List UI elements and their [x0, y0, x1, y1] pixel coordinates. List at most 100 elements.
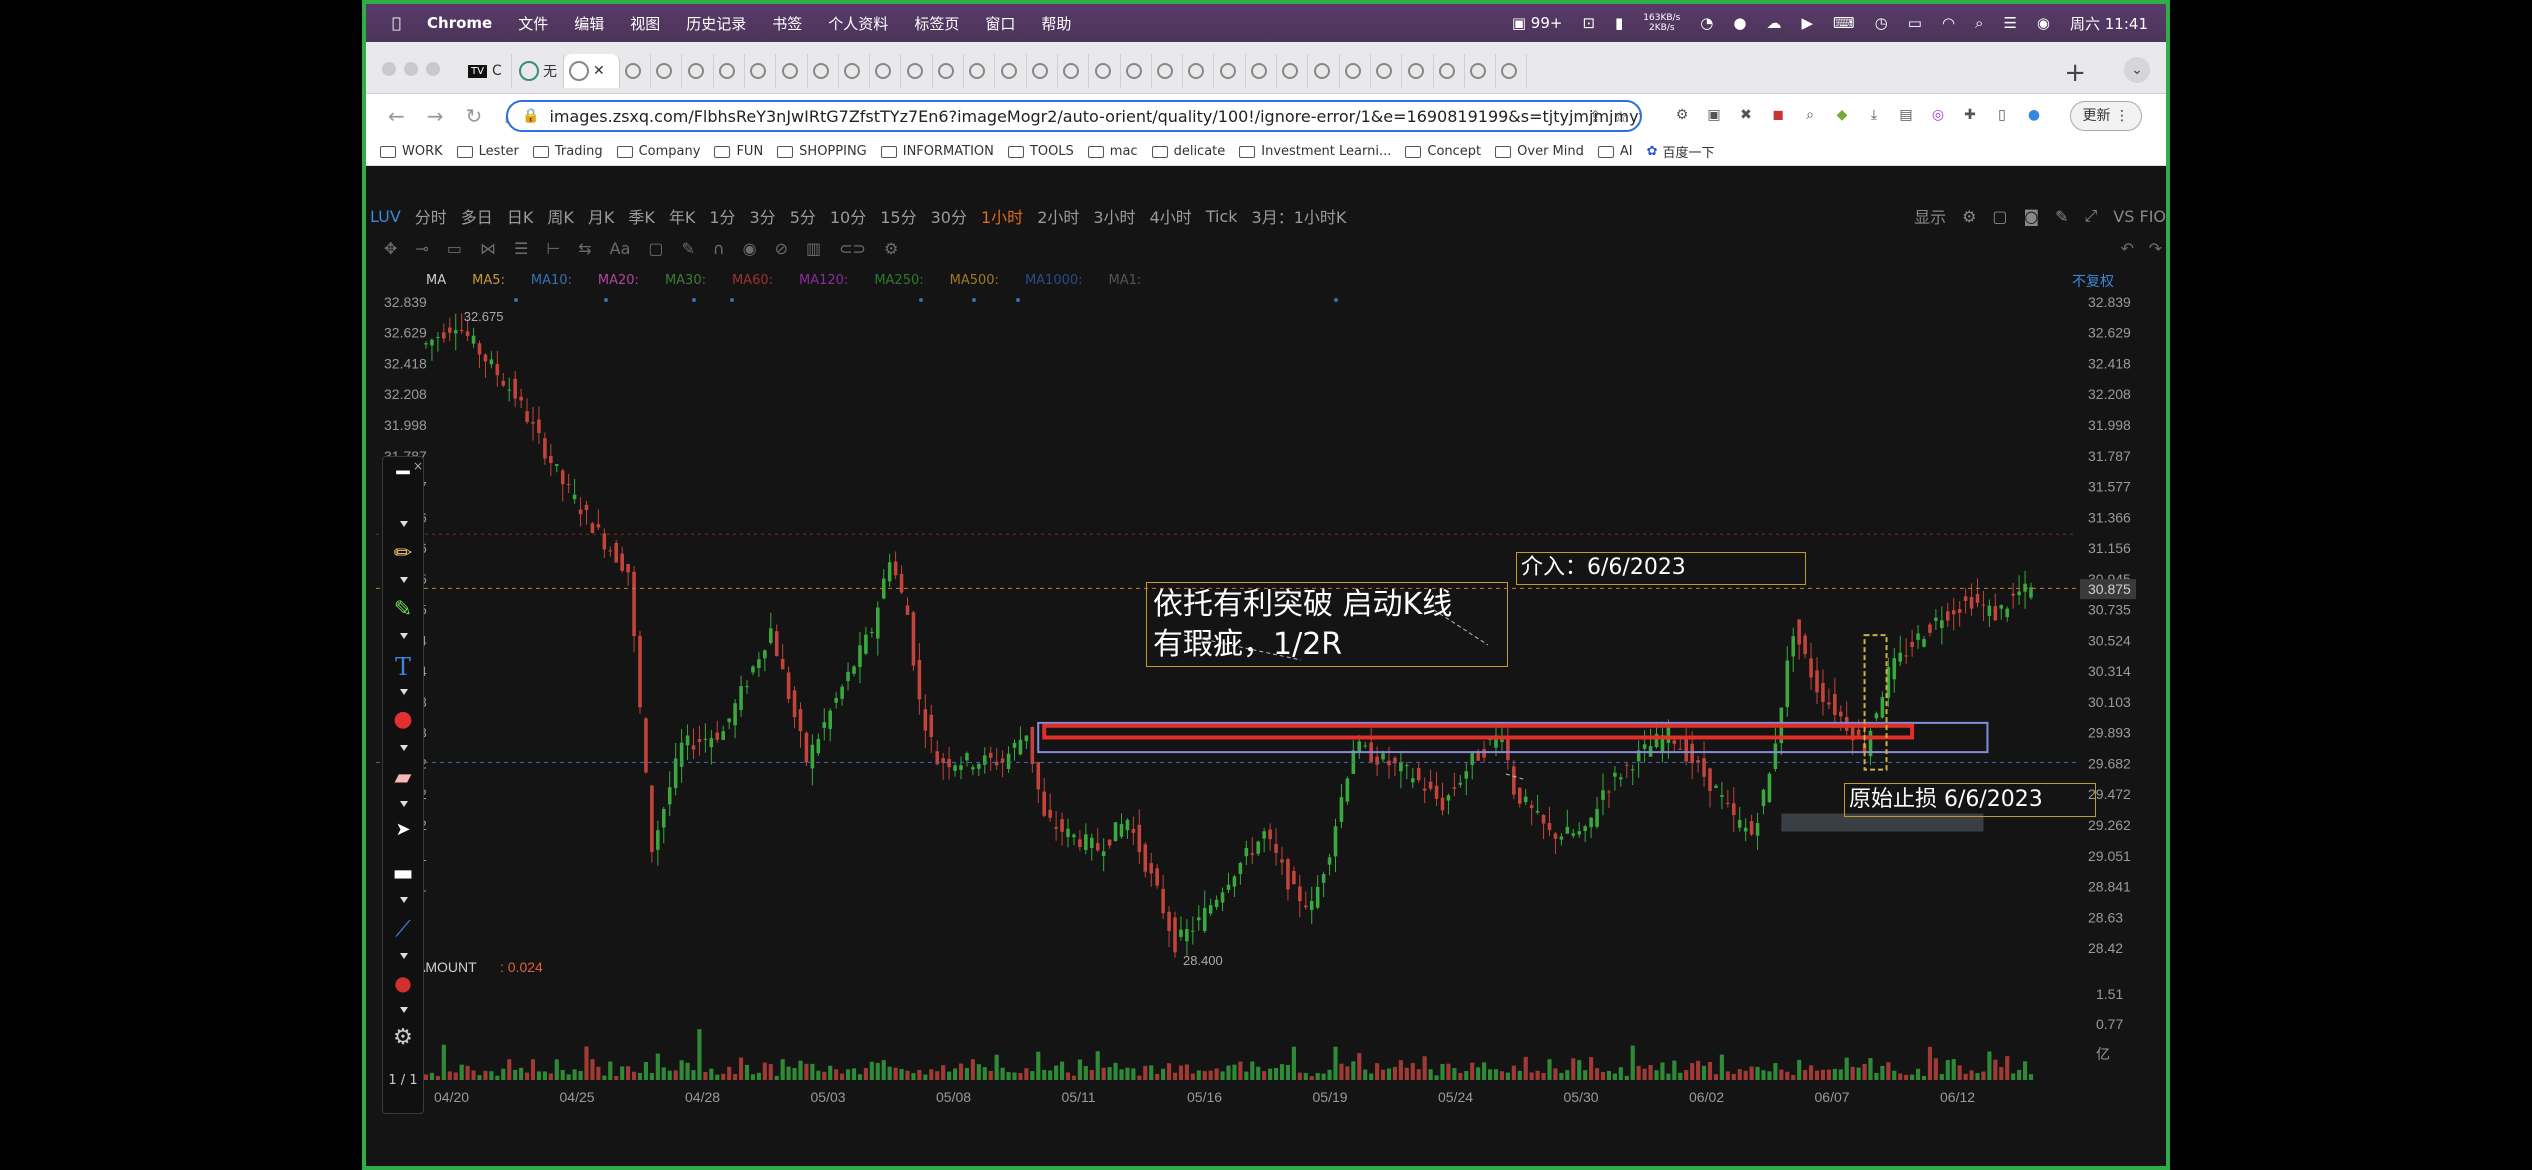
extension-x-icon[interactable]: ✖: [1740, 107, 1752, 123]
display-dropdown[interactable]: 显示: [1914, 208, 1947, 227]
time-machine-icon[interactable]: ◷: [1874, 14, 1888, 32]
tab[interactable]: [1277, 54, 1309, 88]
tab-pinned[interactable]: TV C: [462, 54, 512, 88]
share-icon[interactable]: ⇪: [1588, 106, 1602, 126]
period-tab[interactable]: 15分: [880, 208, 917, 227]
ma-legend-item[interactable]: MA250:: [874, 272, 924, 288]
menu-app-name[interactable]: Chrome: [418, 14, 492, 32]
channel-tool-icon[interactable]: ☰: [513, 238, 529, 258]
address-bar[interactable]: 🔒 images.zsxq.com/FlbhsReY3nJwIRtG7ZfstT…: [506, 100, 1642, 132]
bookmark-item[interactable]: Lester: [456, 144, 519, 159]
symbol-label[interactable]: LUV: [370, 206, 401, 226]
ma-legend-item[interactable]: MA: [426, 272, 447, 288]
menu-help[interactable]: 帮助: [1032, 14, 1071, 33]
tab[interactable]: [620, 54, 651, 88]
tab-close-icon[interactable]: ✕: [593, 63, 605, 79]
bookmark-item[interactable]: delicate: [1151, 144, 1225, 159]
new-tab-button[interactable]: +: [2064, 58, 2086, 88]
compare-label[interactable]: VS FIO: [2113, 206, 2166, 226]
ma-legend-item[interactable]: MA500:: [949, 272, 999, 288]
window-close-button[interactable]: [382, 62, 396, 76]
window-zoom-button[interactable]: [426, 62, 440, 76]
profile-avatar[interactable]: ●: [2027, 107, 2041, 123]
keyboard-icon[interactable]: ⌨: [1833, 14, 1855, 32]
tab[interactable]: [1183, 54, 1215, 88]
tab[interactable]: [839, 54, 871, 88]
tab[interactable]: [1403, 54, 1434, 88]
arrow-tool-icon[interactable]: ⇆: [578, 238, 592, 258]
extension-search-icon[interactable]: ⌕: [1806, 107, 1814, 123]
tab[interactable]: [1371, 54, 1403, 88]
period-tab[interactable]: 3小时: [1093, 208, 1136, 227]
annotation-entry[interactable]: 介入：6/6/2023: [1516, 552, 1806, 585]
bookmark-item[interactable]: TOOLS: [1007, 144, 1074, 159]
palette-close-icon[interactable]: ×: [413, 459, 424, 473]
period-tab[interactable]: 季K: [628, 208, 655, 227]
tab[interactable]: [714, 54, 745, 88]
tab[interactable]: [1246, 54, 1277, 88]
screen-record-icon[interactable]: ⊡: [1582, 14, 1596, 32]
annotation-breakout[interactable]: 依托有利突破 启动K线 有瑕疵，1/2R: [1146, 582, 1508, 667]
window-minimize-button[interactable]: [404, 62, 418, 76]
spotlight-icon[interactable]: ⌕: [1975, 14, 1984, 32]
wechat-icon[interactable]: ☁: [1766, 14, 1782, 32]
shapes-icon[interactable]: ●: [393, 707, 413, 732]
reload-icon[interactable]: ↻: [465, 104, 483, 128]
tab[interactable]: [683, 54, 714, 88]
fib-tool-icon[interactable]: ⋈: [479, 238, 496, 258]
layout-icon[interactable]: ▢: [1992, 206, 2008, 226]
battery-icon[interactable]: ▭: [1907, 14, 1922, 32]
trash-icon[interactable]: ▥: [806, 238, 822, 258]
comment-tool-icon[interactable]: ▢: [648, 238, 664, 258]
menu-profile[interactable]: 个人资料: [819, 14, 888, 33]
draw-icon[interactable]: ✎: [2055, 206, 2069, 226]
period-tab[interactable]: 周K: [547, 208, 574, 227]
update-button[interactable]: 更新 ⋮: [2069, 101, 2142, 131]
menu-view[interactable]: 视图: [621, 14, 660, 33]
bookmark-item[interactable]: WORK: [380, 144, 443, 159]
bookmark-item[interactable]: Trading: [532, 144, 603, 159]
bookmark-item[interactable]: FUN: [714, 144, 763, 159]
tab[interactable]: [870, 54, 902, 88]
apple-icon[interactable]: : [392, 14, 401, 32]
extension-square-icon[interactable]: ◼: [1772, 107, 1784, 123]
bookmark-item[interactable]: INFORMATION: [880, 144, 994, 159]
period-tab[interactable]: 日K: [506, 208, 534, 227]
pencil-icon[interactable]: ✏: [393, 541, 413, 566]
period-tab[interactable]: 分时: [414, 208, 447, 227]
tab[interactable]: [1496, 54, 1528, 88]
ma-legend-item[interactable]: MA1:: [1108, 272, 1142, 288]
wifi-icon[interactable]: ◠: [1941, 14, 1956, 32]
tab[interactable]: [1309, 54, 1340, 88]
settings-icon[interactable]: ⚙: [883, 238, 899, 258]
tab[interactable]: [902, 54, 933, 88]
menu-bookmarks[interactable]: 书签: [763, 14, 802, 33]
link-icon[interactable]: ⊂⊃: [839, 238, 866, 258]
pen-tool-icon[interactable]: ✎: [681, 238, 695, 258]
tab-search-icon[interactable]: ⌄: [2124, 57, 2150, 83]
undo-icon[interactable]: ↶: [2120, 238, 2134, 258]
period-tab[interactable]: 年K: [668, 208, 696, 227]
notification-badge[interactable]: ▣ 99+: [1511, 14, 1563, 32]
gauge-icon[interactable]: ◔: [1700, 14, 1714, 32]
move-icon[interactable]: ✥: [384, 238, 398, 258]
text-icon[interactable]: T: [394, 653, 411, 681]
bookmark-item[interactable]: SHOPPING: [777, 144, 867, 159]
lock-icon[interactable]: ▮: [1615, 14, 1624, 32]
price-chart[interactable]: 32.839 32.839 32.629 32.629 32.418 32.418 32.2…: [376, 290, 2136, 1150]
back-icon[interactable]: ←: [388, 104, 405, 128]
period-tab[interactable]: 1分: [709, 208, 736, 227]
site-info-icon[interactable]: 🔒: [522, 108, 540, 124]
tab[interactable]: [1340, 54, 1371, 88]
marker-icon[interactable]: ✎: [393, 597, 413, 622]
siri-icon[interactable]: ◉: [2036, 14, 2050, 32]
color-swatch-icon[interactable]: ●: [394, 971, 412, 995]
adjust-label[interactable]: 不复权: [2072, 274, 2114, 290]
redo-icon[interactable]: ↷: [2148, 238, 2162, 258]
tab[interactable]: [1465, 54, 1497, 88]
palette-settings-icon[interactable]: ⚙: [393, 1025, 413, 1050]
period-tab[interactable]: 30分: [930, 208, 967, 227]
tab[interactable]: [1152, 54, 1184, 88]
extension-gear-icon[interactable]: ⚙: [1675, 107, 1689, 123]
control-center-icon[interactable]: ☰: [2003, 14, 2017, 32]
